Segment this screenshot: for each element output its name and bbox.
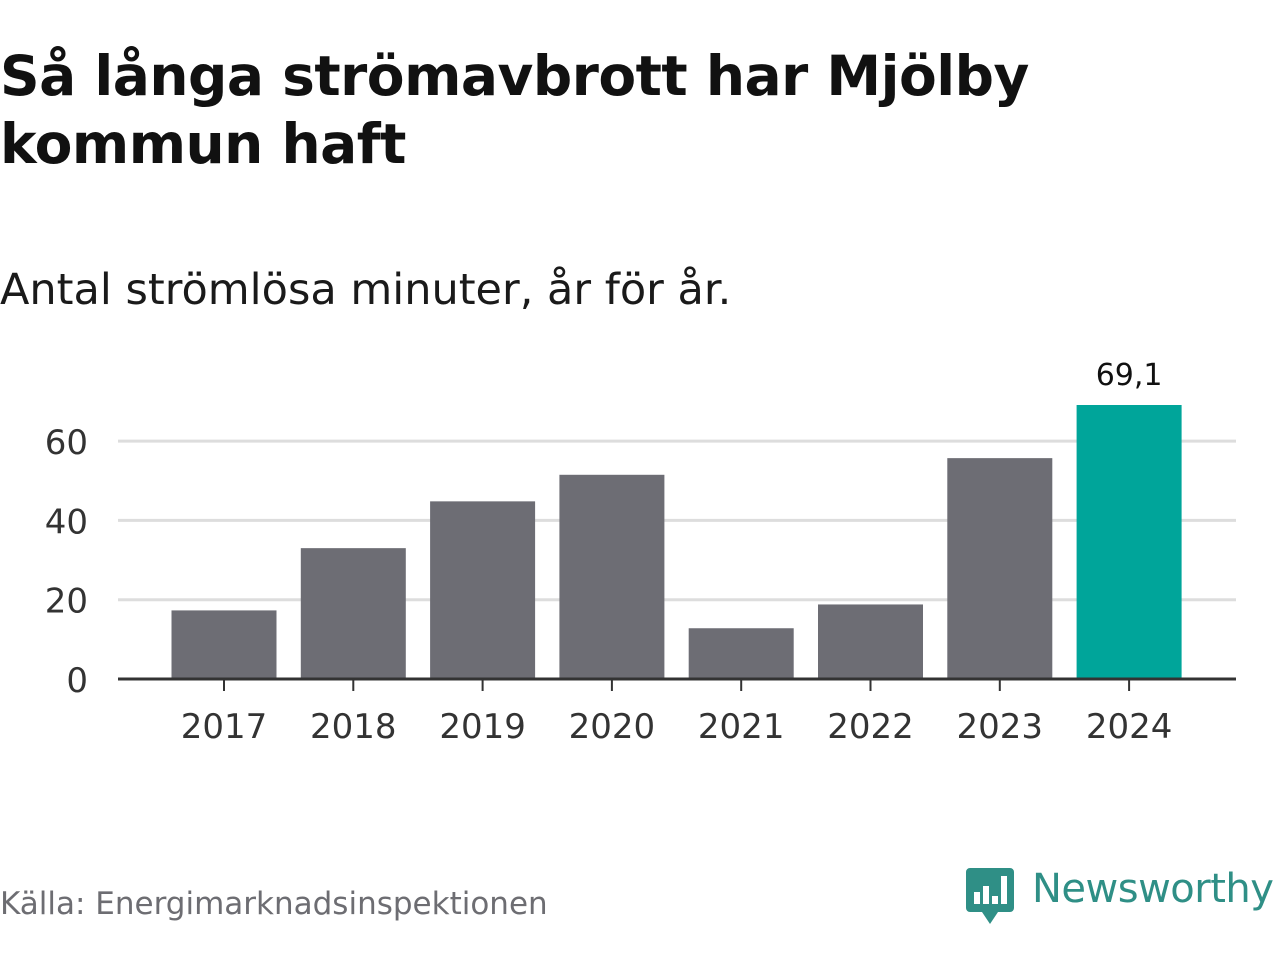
x-tick-label: 2019 xyxy=(439,707,526,747)
y-tick-label: 40 xyxy=(45,502,88,542)
y-tick-label: 60 xyxy=(45,423,88,463)
bar-chart-speech-bubble-icon xyxy=(966,868,1014,924)
bar-2022 xyxy=(818,604,923,679)
bar-2019 xyxy=(430,501,536,679)
bar-chart: 0 20 40 60 69,1 2017 2018 2019 2020 2021 2022 2023 2… xyxy=(45,358,1236,747)
bar-2018 xyxy=(300,548,406,679)
bar-2020 xyxy=(559,474,665,679)
brand-name: Newsworthy xyxy=(1032,866,1274,912)
x-tick-label: 2020 xyxy=(569,707,656,747)
x-tick-label: 2021 xyxy=(698,707,785,747)
x-tick-label: 2024 xyxy=(1086,707,1173,747)
source-note: Källa: Energimarknadsinspektionen xyxy=(0,886,548,922)
y-tick-label: 20 xyxy=(45,582,88,622)
bar-2023 xyxy=(947,458,1053,679)
bar-2021 xyxy=(688,628,794,679)
bar-2017 xyxy=(171,610,277,679)
brand-logo: Newsworthy xyxy=(964,862,1274,928)
data-label: 69,1 xyxy=(1096,358,1163,393)
x-tick-label: 2022 xyxy=(827,707,914,747)
chart-title: Så långa strömavbrott har Mjölby kommun … xyxy=(0,44,1029,176)
y-tick-label: 0 xyxy=(66,661,88,701)
x-tick-label: 2018 xyxy=(310,707,397,747)
x-tick-label: 2017 xyxy=(181,707,268,747)
x-tick-label: 2023 xyxy=(957,707,1044,747)
bar-2024 xyxy=(1076,405,1182,679)
chart-subtitle: Antal strömlösa minuter, år för år. xyxy=(0,265,732,315)
